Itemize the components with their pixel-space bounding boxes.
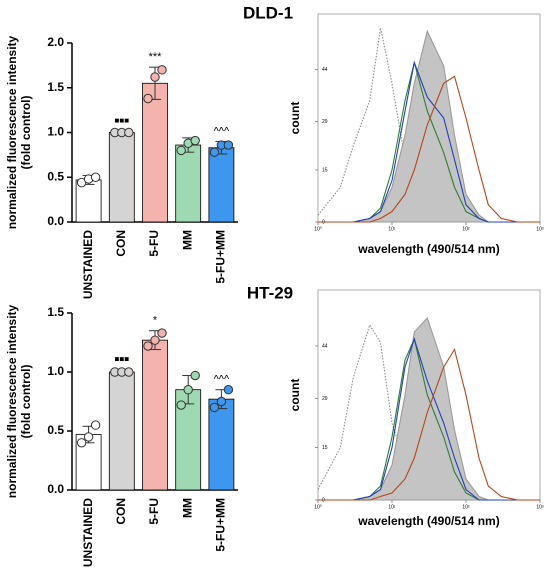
x-tick-label: 10² bbox=[462, 504, 470, 510]
x-tick-label: UNSTAINED bbox=[81, 498, 95, 567]
y-axis-label: normalized fluorescence intensity bbox=[5, 35, 19, 229]
y-tick-label: 1.0 bbox=[47, 125, 64, 139]
bar bbox=[108, 132, 135, 223]
x-tick-label: 10³ bbox=[536, 504, 544, 510]
chart-title: DLD-1 bbox=[243, 3, 293, 22]
x-tick-label: 10³ bbox=[536, 226, 544, 232]
x-tick-label: 10⁰ bbox=[314, 226, 322, 232]
data-point bbox=[143, 341, 153, 351]
chart-title: HT-29 bbox=[247, 283, 293, 302]
data-point bbox=[209, 402, 220, 413]
data-point bbox=[76, 438, 87, 448]
y-tick-label: 29 bbox=[322, 119, 328, 125]
y-tick-label: 0.5 bbox=[47, 423, 64, 437]
annotation: ^^^ bbox=[214, 374, 230, 386]
annotation: * bbox=[153, 315, 158, 327]
data-point bbox=[124, 127, 134, 138]
y-tick-label: 29 bbox=[322, 396, 328, 402]
data-point bbox=[157, 328, 167, 338]
x-tick-label: 10² bbox=[462, 226, 470, 232]
data-point bbox=[83, 432, 94, 442]
data-point bbox=[216, 396, 227, 407]
data-point bbox=[209, 147, 220, 157]
histogram-line bbox=[318, 60, 540, 223]
y-axis-label: (fold control) bbox=[19, 365, 33, 439]
y-tick-label: 44 bbox=[322, 343, 328, 349]
data-point bbox=[124, 367, 134, 377]
y-axis-label: normalized fluorescence intensity bbox=[5, 304, 19, 498]
x-tick-label: CON bbox=[114, 498, 128, 525]
y-axis-label: count bbox=[288, 102, 302, 135]
x-tick-label: MM bbox=[180, 230, 194, 250]
x-axis-label: wavelength (490/514 nm) bbox=[357, 514, 499, 528]
x-tick-label: 5-FU+MM bbox=[214, 498, 228, 552]
bar bbox=[208, 398, 235, 491]
y-tick-label: 44 bbox=[322, 67, 328, 73]
data-point bbox=[150, 335, 160, 345]
annotation: *** bbox=[149, 51, 163, 63]
x-tick-label: 5-FU+MM bbox=[214, 230, 228, 284]
histogram-area bbox=[318, 29, 540, 223]
bar bbox=[175, 144, 202, 223]
y-tick-label: 0.0 bbox=[47, 482, 64, 496]
x-tick-label: 5-FU bbox=[147, 498, 161, 525]
histogram-line bbox=[318, 348, 540, 501]
data-point bbox=[90, 172, 101, 182]
x-tick-label: 10¹ bbox=[388, 504, 396, 510]
y-tick-label: 1.0 bbox=[47, 364, 64, 378]
x-tick-label: MM bbox=[180, 498, 194, 518]
x-axis-label: wavelength (490/514 nm) bbox=[357, 242, 499, 256]
y-tick-label: 1.5 bbox=[47, 80, 64, 94]
y-tick-label: 1.5 bbox=[47, 305, 64, 319]
y-tick-label: 2.0 bbox=[47, 35, 64, 49]
y-tick-label: 0.5 bbox=[47, 169, 64, 183]
annotation: ■■■ bbox=[115, 355, 130, 364]
data-point bbox=[183, 385, 193, 395]
bar bbox=[142, 339, 168, 491]
data-point bbox=[176, 400, 186, 410]
bar bbox=[208, 147, 235, 223]
histogram-line bbox=[318, 337, 540, 501]
y-axis-label: (fold control) bbox=[19, 96, 33, 170]
y-tick-label: 15 bbox=[322, 445, 328, 451]
y-tick-label: 15 bbox=[322, 167, 328, 173]
data-point bbox=[190, 135, 200, 146]
data-point bbox=[157, 65, 167, 75]
x-tick-label: 5-FU bbox=[147, 230, 161, 257]
x-tick-label: 10¹ bbox=[388, 226, 396, 232]
annotation: ^^^ bbox=[214, 125, 230, 137]
x-tick-label: CON bbox=[114, 230, 128, 257]
data-point bbox=[223, 140, 234, 150]
annotation: ■■■ bbox=[115, 116, 130, 125]
bar bbox=[108, 371, 135, 491]
y-axis-label: count bbox=[288, 379, 302, 412]
y-tick-label: 0.0 bbox=[47, 214, 64, 228]
data-point bbox=[176, 145, 186, 156]
data-point bbox=[190, 370, 200, 381]
x-tick-label: UNSTAINED bbox=[81, 230, 95, 299]
histogram-line bbox=[318, 75, 540, 223]
x-tick-label: 10⁰ bbox=[314, 504, 322, 510]
data-point bbox=[90, 420, 101, 430]
data-point bbox=[143, 93, 153, 104]
data-point bbox=[223, 385, 234, 395]
data-point bbox=[150, 72, 160, 82]
bar bbox=[75, 179, 102, 223]
bar bbox=[142, 82, 168, 223]
